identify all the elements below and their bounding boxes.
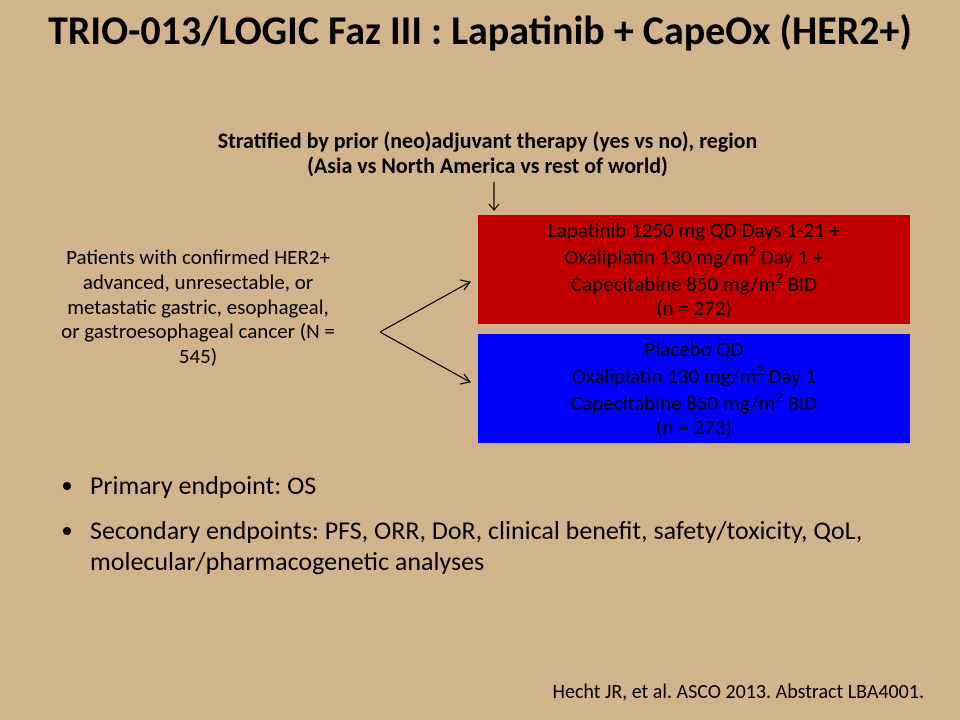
arm1-line2: Oxaliplatin 130 mg/m2 Day 1 +	[484, 243, 904, 270]
randomization-arrows-icon	[380, 272, 480, 392]
treatment-arm-lapatinib: Lapatinib 1250 mg QD Days 1-21 + Oxalipl…	[478, 215, 910, 324]
citation-text: Hecht JR, et al. ASCO 2013. Abstract LBA…	[553, 680, 924, 704]
stratification-note: Stratified by prior (neo)adjuvant therap…	[210, 128, 765, 179]
patients-population-box: Patients with confirmed HER2+ advanced, …	[58, 245, 338, 369]
arm2-line2: Oxaliplatin 130 mg/m2 Day 1	[484, 362, 904, 389]
slide-title: TRIO-013/LOGIC Faz III : Lapatinib + Cap…	[0, 8, 960, 54]
arrow-down-icon	[484, 182, 504, 216]
arm2-line4: (n = 273)	[484, 415, 904, 440]
arm2-line3: Capecitabine 850 mg/m2 BID	[484, 389, 904, 416]
bullet-primary-endpoint: Primary endpoint: OS	[86, 470, 900, 501]
bullet-secondary-endpoints: Secondary endpoints: PFS, ORR, DoR, clin…	[86, 515, 900, 577]
arm1-line1: Lapatinib 1250 mg QD Days 1-21 +	[484, 218, 904, 243]
arm2-line1: Placebo QD	[484, 337, 904, 362]
arm1-line3: Capecitabine 850 mg/m2 BID	[484, 270, 904, 297]
endpoints-list: Primary endpoint: OS Secondary endpoints…	[60, 470, 900, 592]
treatment-arm-placebo: Placebo QD Oxaliplatin 130 mg/m2 Day 1 C…	[478, 334, 910, 443]
arm1-line4: (n = 272)	[484, 296, 904, 321]
